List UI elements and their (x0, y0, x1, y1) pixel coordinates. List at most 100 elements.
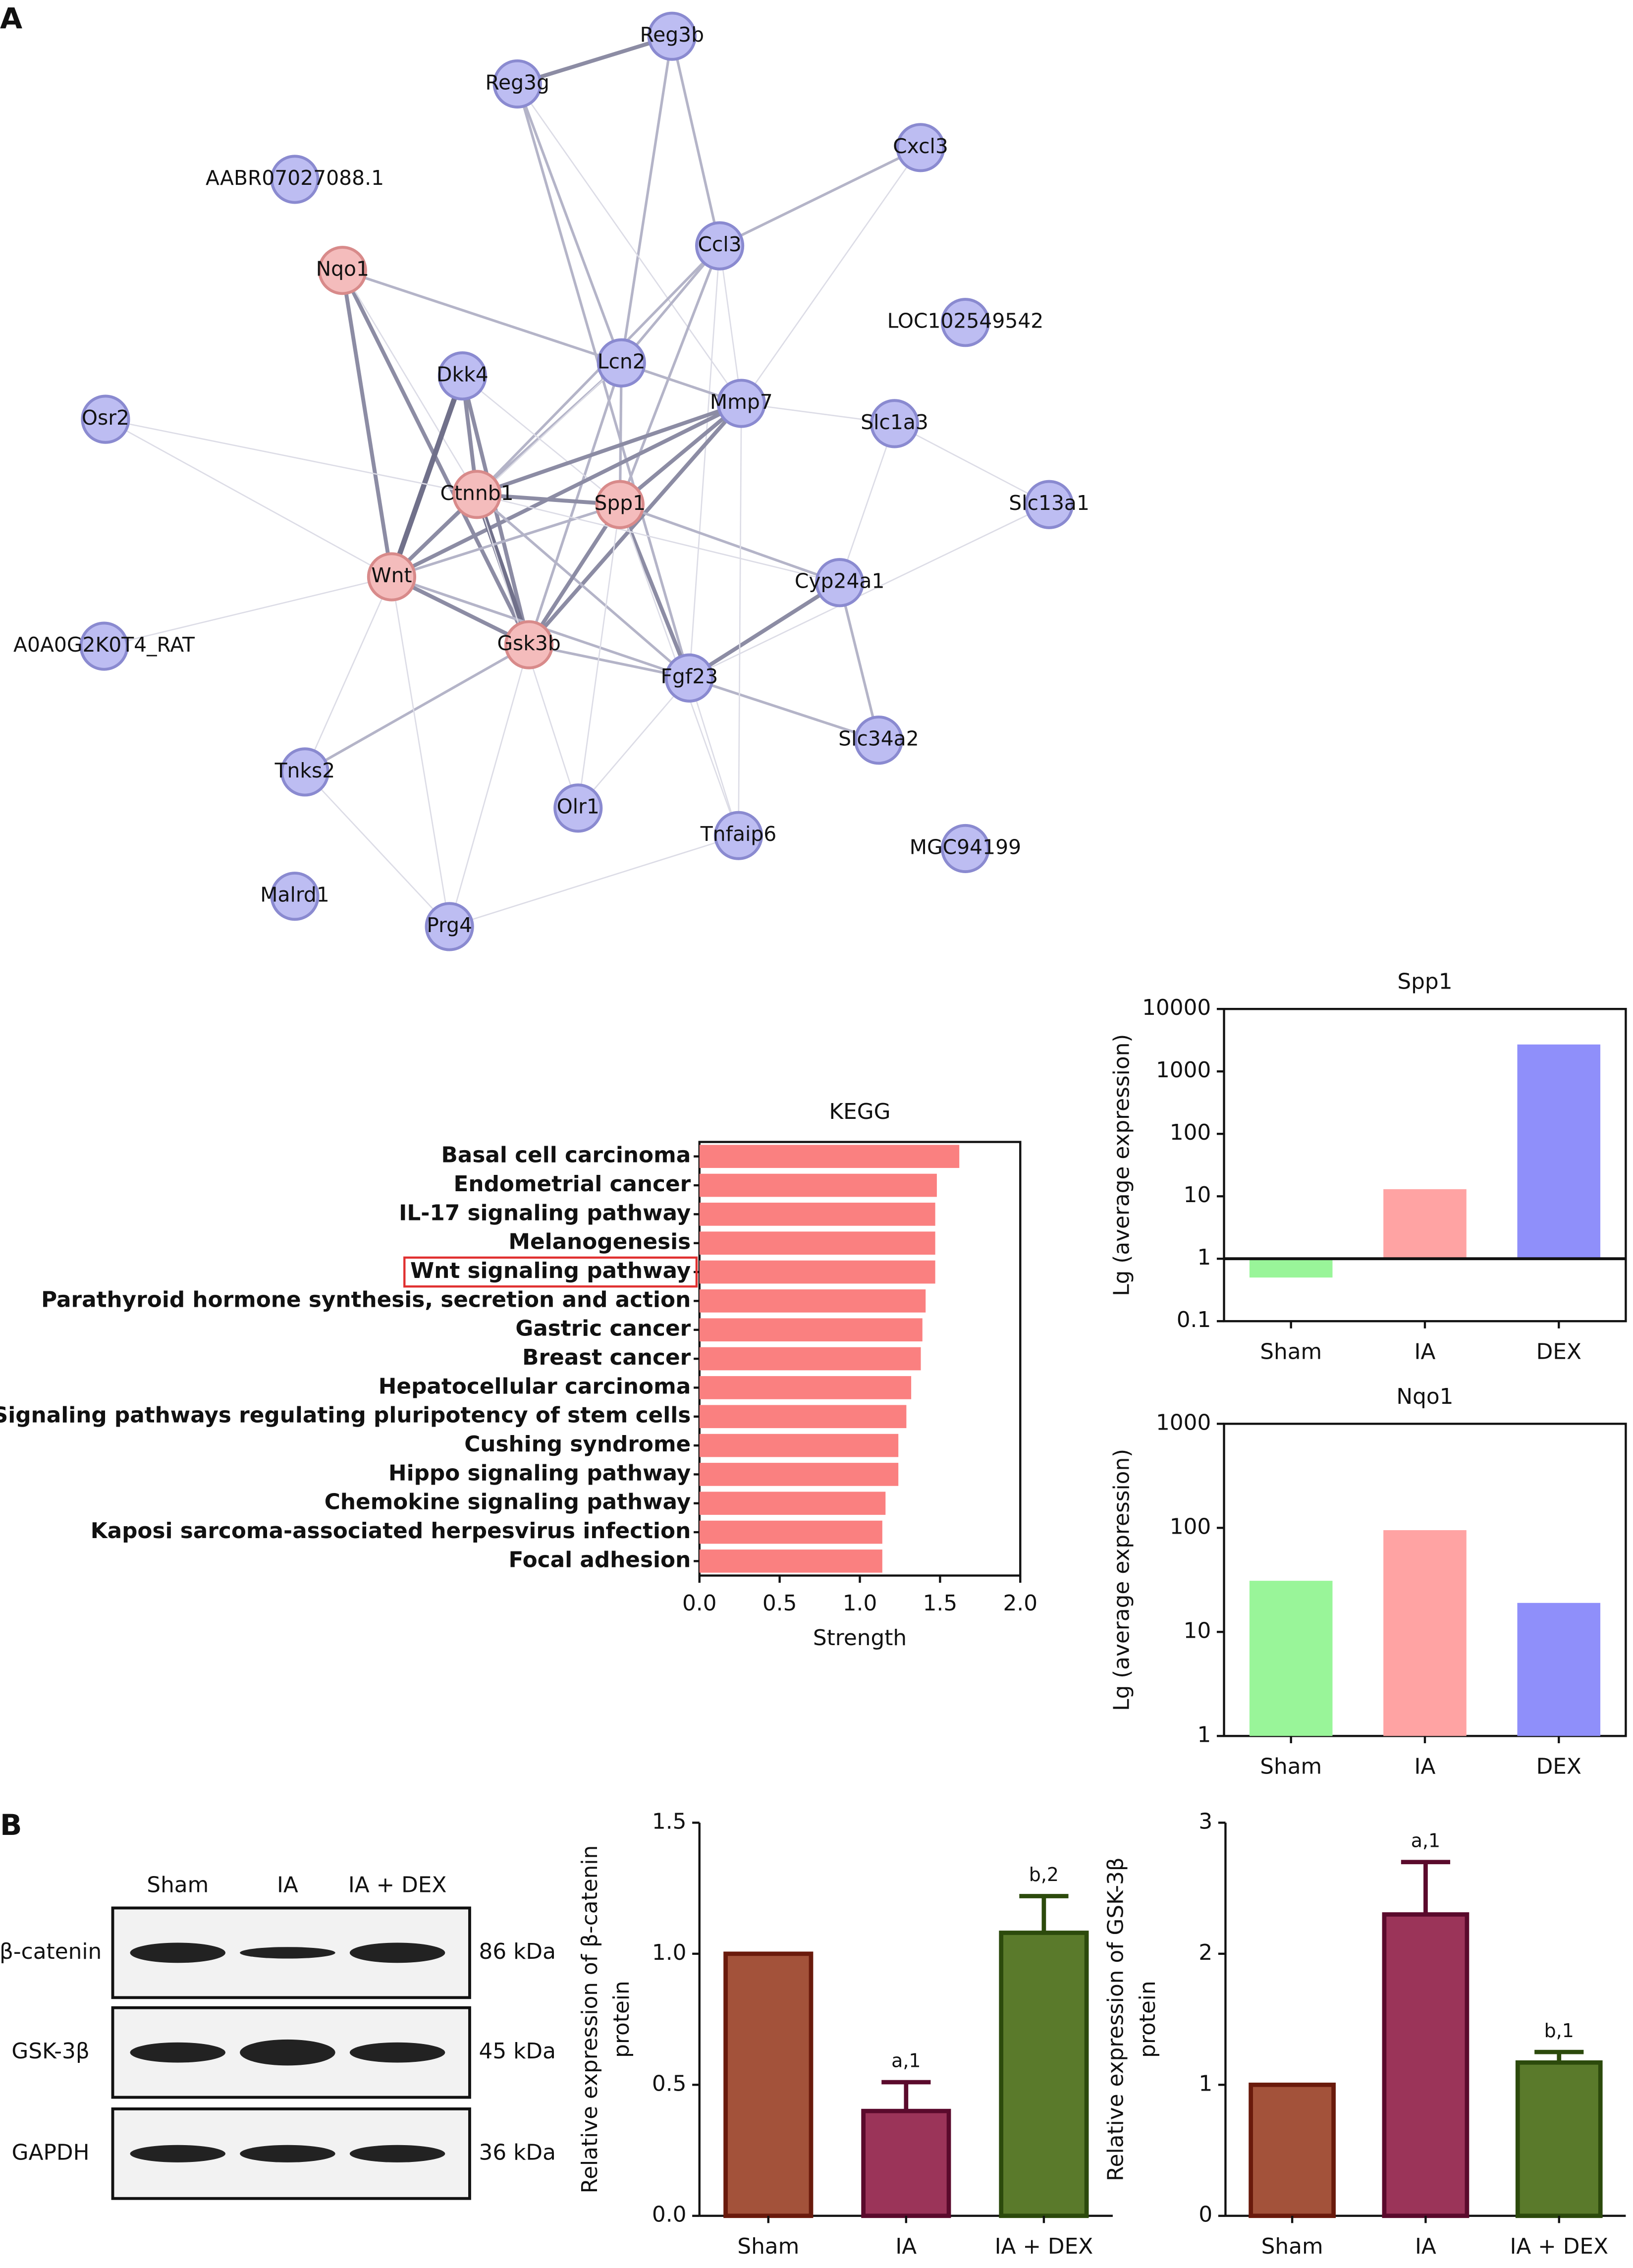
network-node (870, 399, 920, 448)
bar (699, 1405, 907, 1429)
x-tick-label: IA (895, 2234, 917, 2259)
blot-band (130, 2042, 226, 2063)
network-node (437, 351, 487, 401)
x-tick-label: 0.0 (682, 1591, 717, 1616)
category-label: Kaposi sarcoma-associated herpesvirus in… (91, 1518, 691, 1544)
network-node (854, 716, 904, 765)
error-bar (1401, 1860, 1451, 1915)
network-edge (688, 581, 841, 680)
node-label: Prg4 (427, 913, 472, 937)
x-tick-label: Sham (737, 2234, 799, 2259)
network-edge (620, 36, 673, 363)
x-tick-label: IA (1415, 1754, 1436, 1779)
network-node (425, 902, 474, 951)
annotation: a,1 (891, 2050, 921, 2072)
node-label: Ccl3 (698, 232, 741, 256)
y-axis-label: protein (609, 1981, 634, 2058)
network-edge (476, 401, 742, 497)
network-node (492, 59, 542, 109)
annotation: b,2 (1029, 1864, 1059, 1885)
bar (699, 1173, 937, 1197)
network-edge (577, 677, 690, 809)
category-label: Basal cell carcinoma (441, 1143, 691, 1168)
network-node (553, 783, 603, 833)
bar (699, 1145, 960, 1168)
network-edge (618, 402, 743, 506)
node-label: Nqo1 (316, 257, 369, 281)
network-edge (462, 375, 621, 505)
category-label: Gastric cancer (515, 1316, 691, 1341)
network-node (815, 558, 865, 608)
lane-label: IA + DEX (348, 1873, 447, 1898)
protein-label: GSK-3β (11, 2039, 89, 2064)
network-node (270, 155, 320, 204)
y-tick-label: 1.0 (652, 1940, 687, 1965)
network-edge (529, 643, 690, 679)
network-node (504, 620, 554, 669)
network-edge (304, 643, 530, 774)
node-label: Ctnnb1 (440, 481, 513, 505)
bar (1383, 1530, 1467, 1736)
y-tick-label: 100 (1170, 1514, 1211, 1539)
network-edge (342, 270, 478, 495)
network-node (595, 480, 645, 529)
network-edge (620, 245, 721, 364)
network-edge (839, 423, 895, 583)
x-tick-label: 1.5 (923, 1591, 958, 1616)
network-edge (448, 644, 530, 927)
node-label: Slc13a1 (1009, 491, 1089, 515)
network-edge (342, 269, 622, 364)
network-node (452, 470, 502, 519)
network-edge (340, 270, 394, 577)
bar (1249, 1581, 1333, 1736)
x-tick-label: IA (1415, 2234, 1436, 2259)
network-node (713, 811, 763, 860)
network-edge (105, 418, 392, 578)
network-node (940, 824, 990, 874)
y-tick-label: 1 (1198, 2071, 1212, 2096)
category-label: Melanogenesis (508, 1229, 691, 1255)
blot-band (130, 1942, 226, 1963)
error-bar (881, 2080, 931, 2111)
category-label: Signaling pathways regulating pluripoten… (0, 1403, 691, 1428)
network-edge (527, 402, 743, 646)
network-edge (719, 245, 742, 404)
bar (699, 1231, 935, 1255)
size-label: 86 kDa (479, 1939, 556, 1964)
bar (1517, 1603, 1601, 1736)
chart-title: KEGG (829, 1099, 890, 1124)
bar (1382, 1912, 1470, 2218)
node-label: Dkk4 (436, 363, 489, 387)
y-axis-label: Lg (average expression) (1109, 1449, 1134, 1711)
lane-label: IA (277, 1873, 298, 1898)
node-label: A0A0G2K0T4_RAT (13, 633, 195, 657)
network-edge (517, 83, 742, 404)
chart-title: Nqo1 (1396, 1384, 1453, 1409)
network-edge (517, 34, 673, 86)
node-label: Tnks2 (274, 759, 335, 782)
network-edge (689, 504, 1050, 679)
category-label: Wnt signaling pathway (410, 1258, 691, 1283)
x-tick-label: DEX (1536, 1754, 1581, 1779)
network-node (695, 221, 745, 271)
node-label: AABR07027088.1 (206, 166, 384, 190)
x-tick-label: IA + DEX (995, 2234, 1093, 2259)
node-label: Wnt (371, 563, 412, 587)
y-tick-label: 1.5 (652, 1809, 687, 1834)
network-edge (477, 494, 840, 584)
lane-label: Sham (147, 1873, 209, 1898)
bar (699, 1492, 886, 1515)
y-axis-label: Relative expression of β-catenin (577, 1845, 602, 2194)
panel-label: A (0, 1, 22, 35)
y-axis-label: protein (1135, 1981, 1160, 2058)
node-label: Cxcl3 (893, 134, 948, 158)
network-edge (689, 677, 739, 836)
y-tick-label: 0 (1198, 2202, 1212, 2227)
y-tick-label: 1 (1197, 1245, 1211, 1270)
network-node (1025, 480, 1074, 529)
network-node (940, 298, 990, 347)
bar (699, 1289, 926, 1313)
category-label: IL-17 signaling pathway (399, 1200, 691, 1225)
node-label: Malrd1 (260, 883, 329, 907)
